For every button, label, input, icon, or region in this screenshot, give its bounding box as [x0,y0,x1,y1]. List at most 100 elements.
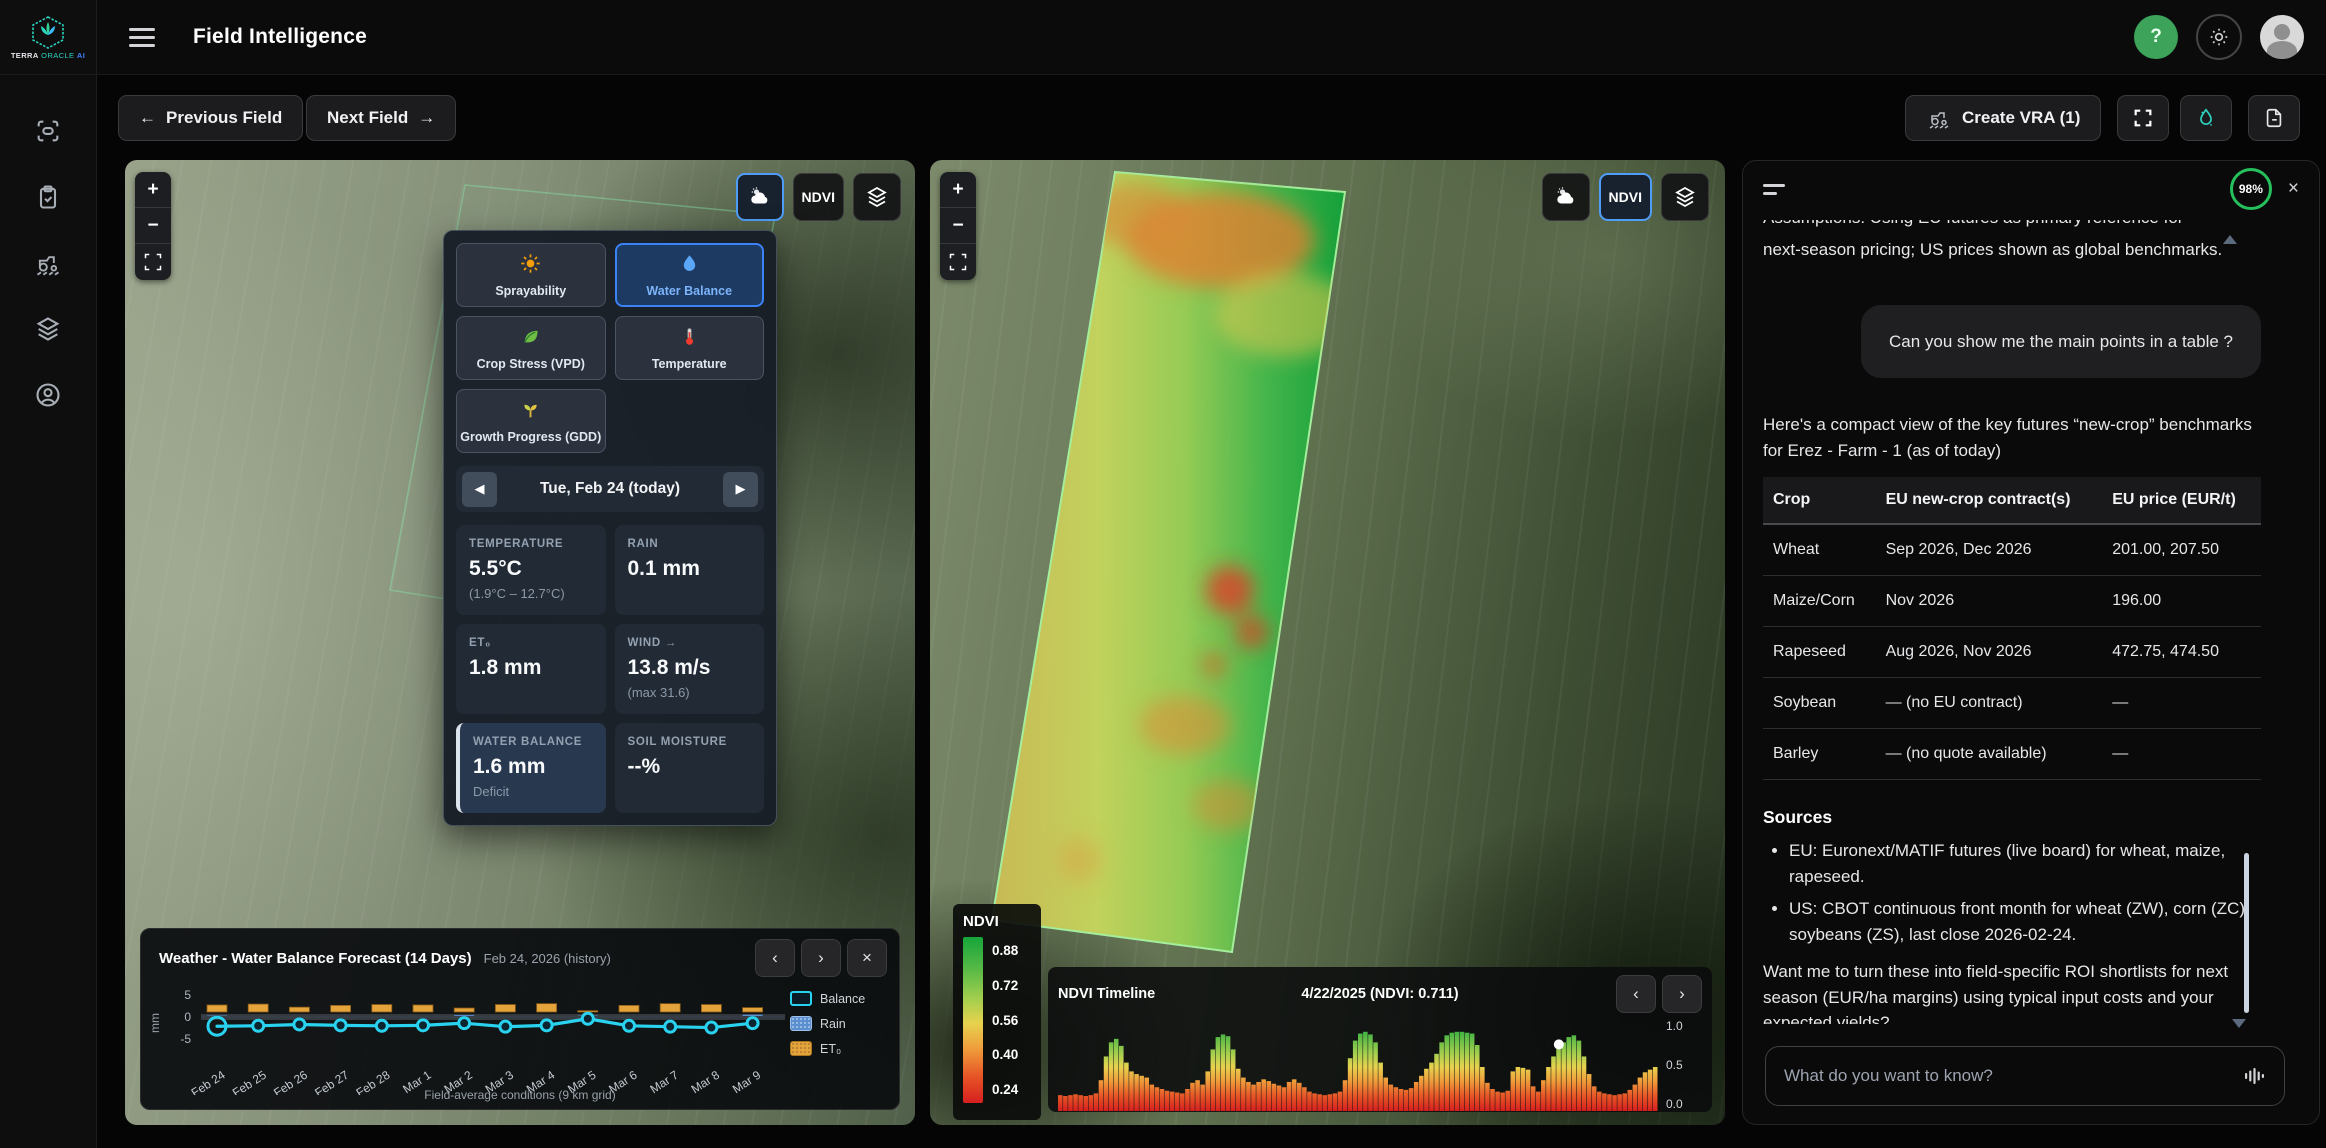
table-cell: Maize/Corn [1763,575,1876,627]
previous-day-button[interactable]: ◀ [462,471,497,507]
scrollbar-thumb[interactable] [2244,853,2249,1013]
water-drop-icon [2200,108,2212,126]
legend-item: Rain [790,1016,865,1031]
brightness-icon [2210,28,2228,46]
weather-layer-button[interactable] [1541,173,1590,221]
filter-icon[interactable] [1763,183,1785,195]
layers-icon [1675,186,1695,208]
avatar[interactable] [2260,15,2304,59]
ndvi-timeline-chart[interactable] [1058,1019,1658,1111]
forecast-next-button[interactable]: › [801,939,841,977]
brand-name: TERRA ORACLE AI [10,50,86,60]
stat-card: ET₀ 1.8 mm [456,624,606,714]
zoom-out-button[interactable]: − [135,208,171,244]
field-scan-icon [37,120,59,142]
table-row: Rapeseed Aug 2026, Nov 2026 472.75, 474.50 [1763,626,2261,678]
sidebar-item-field-scan[interactable] [28,111,68,151]
voice-waveform-icon[interactable] [2242,1064,2266,1088]
ndvi-layer-button[interactable]: NDVI [1598,173,1652,221]
sources-title: Sources [1763,807,1833,827]
previous-field-button[interactable]: ← Previous Field [118,95,304,141]
user-message-bubble: Can you show me the main points in a tab… [1861,304,2261,378]
zoom-in-button[interactable]: + [940,172,976,208]
irrigation-button[interactable] [2180,95,2232,141]
lotus-hexagon-icon [32,15,64,49]
weather-popup: Sprayability Water Balance Crop Stress (VP… [443,230,777,826]
table-cell: — [2102,677,2261,729]
leaf-icon [520,326,541,352]
assistant-message: Here's a compact view of the key futures… [1763,415,2252,460]
stat-card: SOIL MOISTURE --% [614,723,764,813]
ndvi-layer-button[interactable]: NDVI [792,173,844,221]
forecast-close-button[interactable]: × [847,939,887,977]
layers-button[interactable] [853,173,901,221]
ndvi-scale-title: NDVI [963,913,999,930]
export-report-button[interactable] [2248,95,2300,141]
chat-input[interactable] [1784,1066,2242,1086]
fit-bounds-button[interactable] [135,244,171,280]
table-cell: — [2102,728,2261,780]
timeline-next-button[interactable]: › [1662,975,1702,1013]
sidebar-item-tasks[interactable] [28,177,68,217]
sidebar-item-machinery[interactable] [28,243,68,283]
legend-item: ET₀ [790,1041,865,1056]
layers-button[interactable] [1661,173,1709,221]
next-field-button[interactable]: Next Field → [306,95,457,141]
weather-mode-sprout[interactable]: Growth Progress (GDD) [456,389,606,453]
hamburger-menu-icon[interactable] [129,23,155,52]
ndvi-scale-ticks: 0.88 0.72 0.56 0.40 0.24 [992,943,1019,1097]
clipped-message-line: Assumptions: Using EU futures as primary… [1763,220,2261,231]
svg-text:-5: -5 [180,1032,191,1046]
table-cell: Soybean [1763,677,1876,729]
top-bar: Field Intelligence ? [97,0,2326,75]
brand-logo[interactable]: TERRA ORACLE AI [0,0,96,75]
scroll-down-arrow[interactable] [2232,1019,2246,1028]
message-list[interactable]: Assumptions: Using EU futures as primary… [1763,217,2261,1024]
weather-mode-leaf[interactable]: Crop Stress (VPD) [456,316,606,380]
forecast-panel: Weather - Water Balance Forecast (14 Day… [140,928,900,1110]
weather-stats-grid: TEMPERATURE 5.5°C (1.9°C – 12.7°C) RAIN 0.1 … [456,525,764,813]
droplet-icon [679,253,700,279]
sprout-icon [520,399,541,425]
table-cell: 472.75, 474.50 [2102,626,2261,678]
next-day-button[interactable]: ▶ [723,471,758,507]
weather-mode-grid: Sprayability Water Balance Crop Stress (VP… [456,243,764,453]
theme-toggle-button[interactable] [2196,14,2242,60]
table-cell: Wheat [1763,524,1876,576]
fullscreen-button[interactable] [2117,95,2169,141]
ndvi-timeline-panel: NDVI Timeline 4/22/2025 (NDVI: 0.711) ‹ … [1048,967,1712,1112]
sidebar: TERRA ORACLE AI [0,0,97,1148]
weather-layer-button[interactable] [735,173,784,221]
table-cell: Barley [1763,728,1876,780]
zoom-in-button[interactable]: + [135,172,171,208]
fit-bounds-button[interactable] [940,244,976,280]
table-header-cell: Crop [1763,477,1876,525]
layers-icon [36,317,60,341]
zoom-out-button[interactable]: − [940,208,976,244]
timeline-prev-button[interactable]: ‹ [1616,975,1656,1013]
sun-icon [520,253,541,279]
table-cell: — (no quote available) [1875,728,2103,780]
forecast-title: Weather - Water Balance Forecast (14 Day… [159,949,472,967]
weather-mode-droplet[interactable]: Water Balance [614,243,764,307]
close-icon[interactable]: × [2287,178,2299,199]
weather-mode-sun[interactable]: Sprayability [456,243,606,307]
legend-item: Balance [790,991,865,1006]
map-weather[interactable]: + − NDVI [125,160,915,1125]
weather-mode-thermometer[interactable]: Temperature [614,316,764,380]
stat-card: TEMPERATURE 5.5°C (1.9°C – 12.7°C) [456,525,606,615]
date-navigator: ◀ Tue, Feb 24 (today) ▶ [456,466,764,512]
table-cell: Sep 2026, Dec 2026 [1875,524,2103,576]
sidebar-item-profile[interactable] [28,375,68,415]
stat-card: WATER BALANCE 1.6 mm Deficit [456,723,606,813]
table-row: Soybean — (no EU contract) — [1763,677,2261,729]
assistant-panel: 98% × Assumptions: Using EU futures as p… [1742,160,2320,1125]
help-button[interactable]: ? [2134,15,2178,59]
map-ndvi[interactable]: + − NDVI [930,160,1725,1125]
create-vra-button[interactable]: Create VRA (1) [1905,95,2102,141]
forecast-prev-button[interactable]: ‹ [755,939,795,977]
ndvi-gradient-bar [963,937,983,1103]
sidebar-item-layers[interactable] [28,309,68,349]
table-row: Barley — (no quote available) — [1763,728,2261,780]
scroll-up-arrow[interactable] [2223,235,2237,244]
